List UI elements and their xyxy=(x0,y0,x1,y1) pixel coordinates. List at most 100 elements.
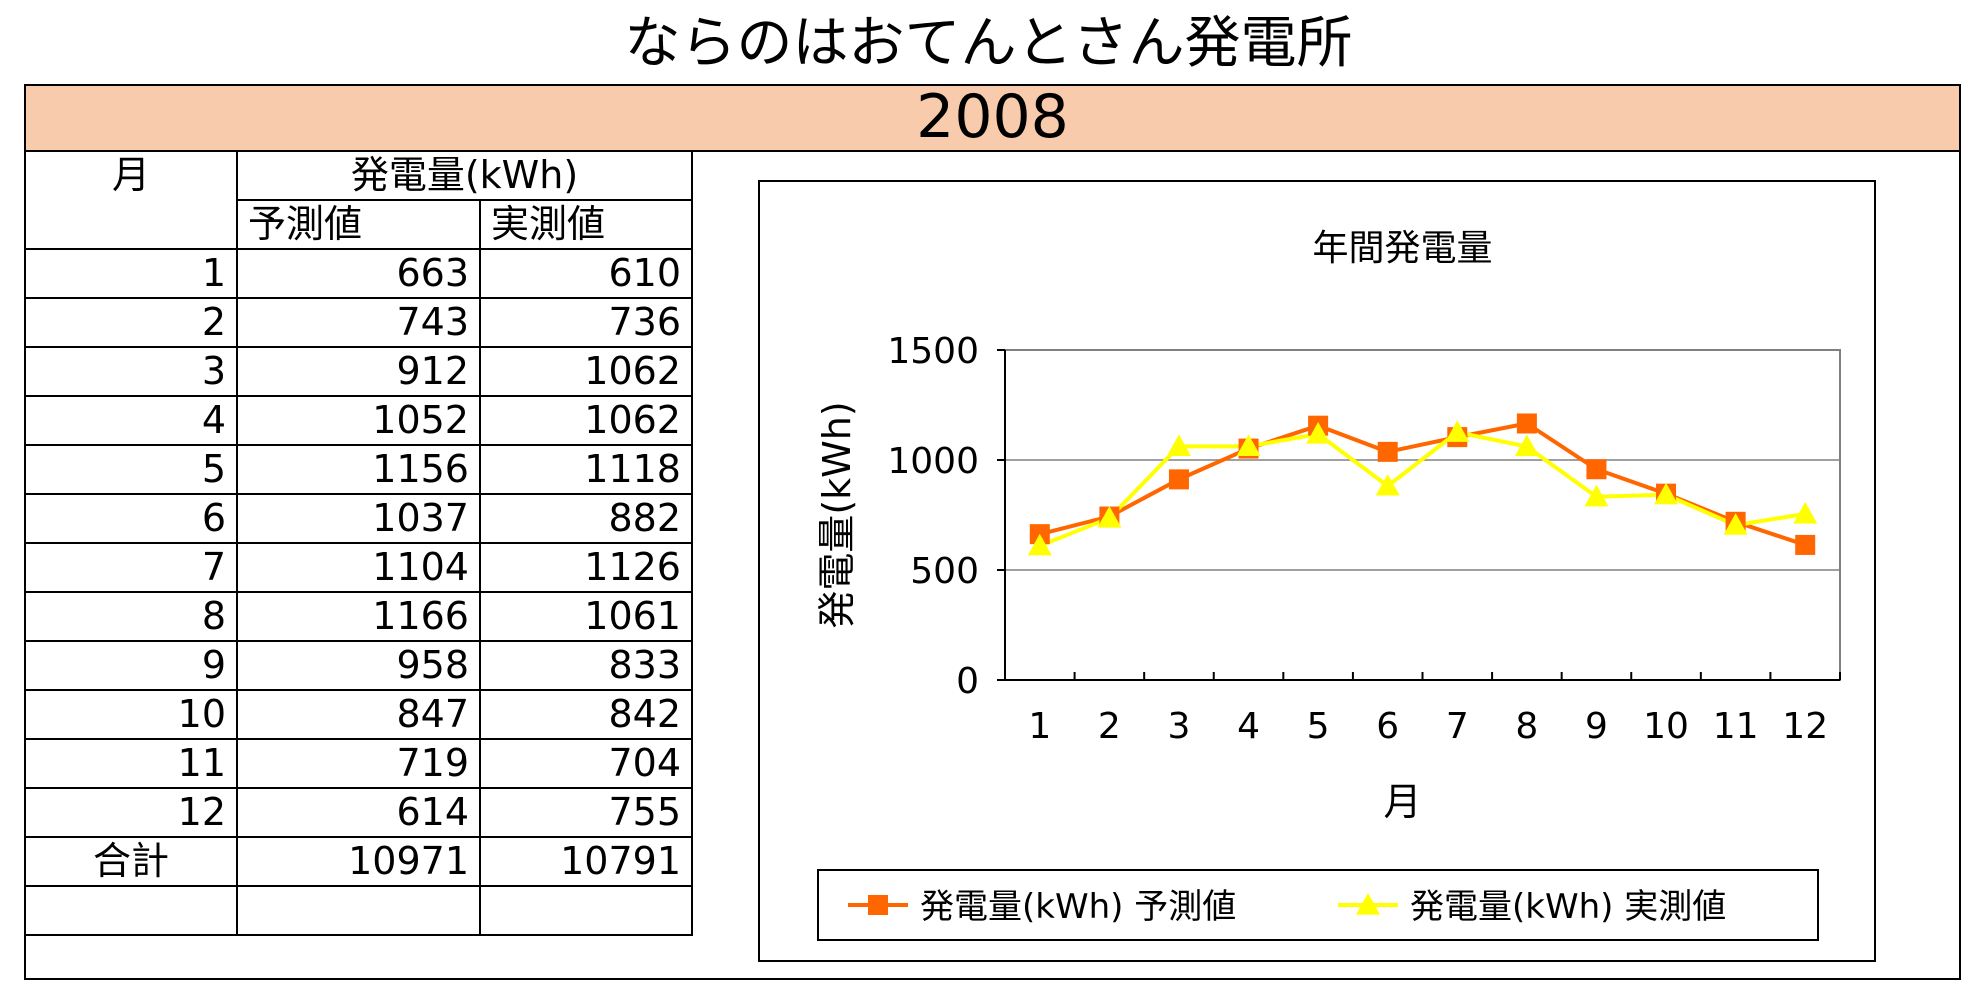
total-label: 合計 xyxy=(24,836,238,887)
plot-area xyxy=(1004,349,1841,681)
table-row: 5 1156 1118 xyxy=(24,444,693,495)
year-banner: 2008 xyxy=(24,84,1961,152)
blank-row xyxy=(24,885,693,936)
actual-cell: 1118 xyxy=(479,444,693,495)
month-cell: 4 xyxy=(24,395,238,446)
chart-area: 年間発電量 0 500 1000 1500 1 2 3 4 5 6 7 8 9 10 11 12 月発電量(kWh… xyxy=(758,180,1876,962)
actual-cell: 1062 xyxy=(479,395,693,446)
table-row: 11 719 704 xyxy=(24,738,693,789)
actual-cell: 736 xyxy=(479,297,693,348)
data-point xyxy=(1027,533,1052,556)
month-cell: 1 xyxy=(24,248,238,299)
data-point xyxy=(1377,441,1398,462)
data-point xyxy=(1166,434,1191,456)
month-cell: 3 xyxy=(24,346,238,397)
month-cell: 7 xyxy=(24,542,238,593)
data-point xyxy=(1375,473,1400,496)
x-tick-label: 2 xyxy=(1098,706,1121,747)
x-tick-label: 7 xyxy=(1446,706,1469,747)
data-point xyxy=(1445,420,1470,442)
actual-cell: 704 xyxy=(479,738,693,789)
table-row: 2 743 736 xyxy=(24,297,693,348)
table-row: 10 847 842 xyxy=(24,689,693,740)
table-row: 1 663 610 xyxy=(24,248,693,299)
x-tick-label: 1 xyxy=(1028,706,1051,747)
blank-cell xyxy=(479,885,693,936)
series-line xyxy=(1039,430,1806,548)
y-axis-title: 発電量(kWh) xyxy=(815,401,859,628)
x-tick-label: 4 xyxy=(1237,706,1260,747)
data-point xyxy=(1584,484,1609,507)
x-tick-label: 5 xyxy=(1307,706,1330,747)
total-forecast: 10971 xyxy=(236,836,481,887)
month-cell: 6 xyxy=(24,493,238,544)
actual-cell: 833 xyxy=(479,640,693,691)
actual-cell: 1061 xyxy=(479,591,693,642)
forecast-cell: 912 xyxy=(236,346,481,397)
blank-cell xyxy=(236,885,481,936)
legend xyxy=(817,869,1819,941)
month-cell: 8 xyxy=(24,591,238,642)
table-row: 4 1052 1062 xyxy=(24,395,693,446)
x-tick-label: 10 xyxy=(1643,706,1689,747)
header-month: 月 xyxy=(24,150,238,250)
page-title: ならのはおてんとさん発電所 xyxy=(624,11,1353,76)
x-tick-label: 11 xyxy=(1713,706,1759,747)
data-point xyxy=(1793,501,1818,524)
data-point xyxy=(1514,434,1539,457)
forecast-cell: 1052 xyxy=(236,395,481,446)
header-forecast: 予測値 xyxy=(236,199,481,250)
month-cell: 2 xyxy=(24,297,238,348)
data-point xyxy=(1516,413,1537,434)
x-tick-label: 3 xyxy=(1168,706,1191,747)
total-actual: 10791 xyxy=(479,836,693,887)
table-row: 8 1166 1061 xyxy=(24,591,693,642)
table-row: 7 1104 1126 xyxy=(24,542,693,593)
month-cell: 9 xyxy=(24,640,238,691)
legend-label: 発電量(kWh) 予測値 xyxy=(920,887,1236,927)
chart-title: 年間発電量 xyxy=(1312,228,1492,269)
data-point xyxy=(1306,422,1331,444)
y-tick-label: 0 xyxy=(956,661,979,702)
actual-cell: 755 xyxy=(479,787,693,838)
forecast-cell: 1037 xyxy=(236,493,481,544)
y-tick-label: 1000 xyxy=(887,441,979,482)
month-cell: 12 xyxy=(24,787,238,838)
data-point xyxy=(1168,469,1189,490)
actual-cell: 610 xyxy=(479,248,693,299)
actual-cell: 842 xyxy=(479,689,693,740)
forecast-cell: 1104 xyxy=(236,542,481,593)
x-tick-label: 8 xyxy=(1515,706,1538,747)
data-point xyxy=(1654,482,1679,505)
total-row: 合計 10971 10791 xyxy=(24,836,693,887)
actual-cell: 1062 xyxy=(479,346,693,397)
table-row: 12 614 755 xyxy=(24,787,693,838)
data-point xyxy=(1586,459,1607,480)
header-generation: 発電量(kWh) xyxy=(236,150,693,201)
actual-cell: 1126 xyxy=(479,542,693,593)
forecast-cell: 743 xyxy=(236,297,481,348)
forecast-cell: 847 xyxy=(236,689,481,740)
data-point xyxy=(1097,506,1122,528)
legend-marker xyxy=(1356,893,1380,915)
data-point xyxy=(1723,513,1748,535)
legend-label: 発電量(kWh) 実測値 xyxy=(1410,887,1726,927)
x-tick-label: 9 xyxy=(1585,706,1608,747)
x-axis-title: 月 xyxy=(1383,780,1421,824)
forecast-cell: 719 xyxy=(236,738,481,789)
y-tick-label: 500 xyxy=(910,551,979,592)
forecast-cell: 663 xyxy=(236,248,481,299)
month-cell: 11 xyxy=(24,738,238,789)
y-tick-label: 1500 xyxy=(887,331,979,372)
table-row: 9 958 833 xyxy=(24,640,693,691)
data-point xyxy=(1236,434,1261,456)
forecast-cell: 614 xyxy=(236,787,481,838)
table-row: 3 912 1062 xyxy=(24,346,693,397)
actual-cell: 882 xyxy=(479,493,693,544)
forecast-cell: 1156 xyxy=(236,444,481,495)
month-cell: 10 xyxy=(24,689,238,740)
forecast-cell: 958 xyxy=(236,640,481,691)
blank-cell xyxy=(24,885,238,936)
month-cell: 5 xyxy=(24,444,238,495)
